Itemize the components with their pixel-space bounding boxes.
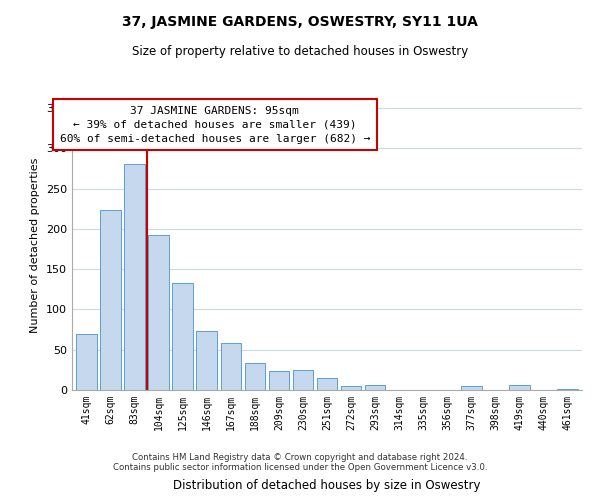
Bar	[269, 372, 289, 390]
Bar	[461, 386, 482, 390]
Text: 37, JASMINE GARDENS, OSWESTRY, SY11 1UA: 37, JASMINE GARDENS, OSWESTRY, SY11 1UA	[122, 15, 478, 29]
Bar	[365, 385, 385, 390]
Text: Distribution of detached houses by size in Oswestry: Distribution of detached houses by size …	[173, 480, 481, 492]
Bar	[293, 370, 313, 390]
Bar	[172, 283, 193, 390]
Bar	[557, 389, 578, 390]
Y-axis label: Number of detached properties: Number of detached properties	[31, 158, 40, 332]
Bar	[100, 210, 121, 390]
Bar	[76, 334, 97, 390]
Bar	[124, 164, 145, 390]
Bar	[221, 344, 241, 390]
Bar	[509, 385, 530, 390]
Bar	[196, 331, 217, 390]
Text: Contains public sector information licensed under the Open Government Licence v3: Contains public sector information licen…	[113, 464, 487, 472]
Bar	[317, 378, 337, 390]
Text: Contains HM Land Registry data © Crown copyright and database right 2024.: Contains HM Land Registry data © Crown c…	[132, 454, 468, 462]
Bar	[245, 362, 265, 390]
Bar	[148, 234, 169, 390]
Text: 37 JASMINE GARDENS: 95sqm
← 39% of detached houses are smaller (439)
60% of semi: 37 JASMINE GARDENS: 95sqm ← 39% of detac…	[59, 106, 370, 144]
Bar	[341, 386, 361, 390]
Text: Size of property relative to detached houses in Oswestry: Size of property relative to detached ho…	[132, 45, 468, 58]
